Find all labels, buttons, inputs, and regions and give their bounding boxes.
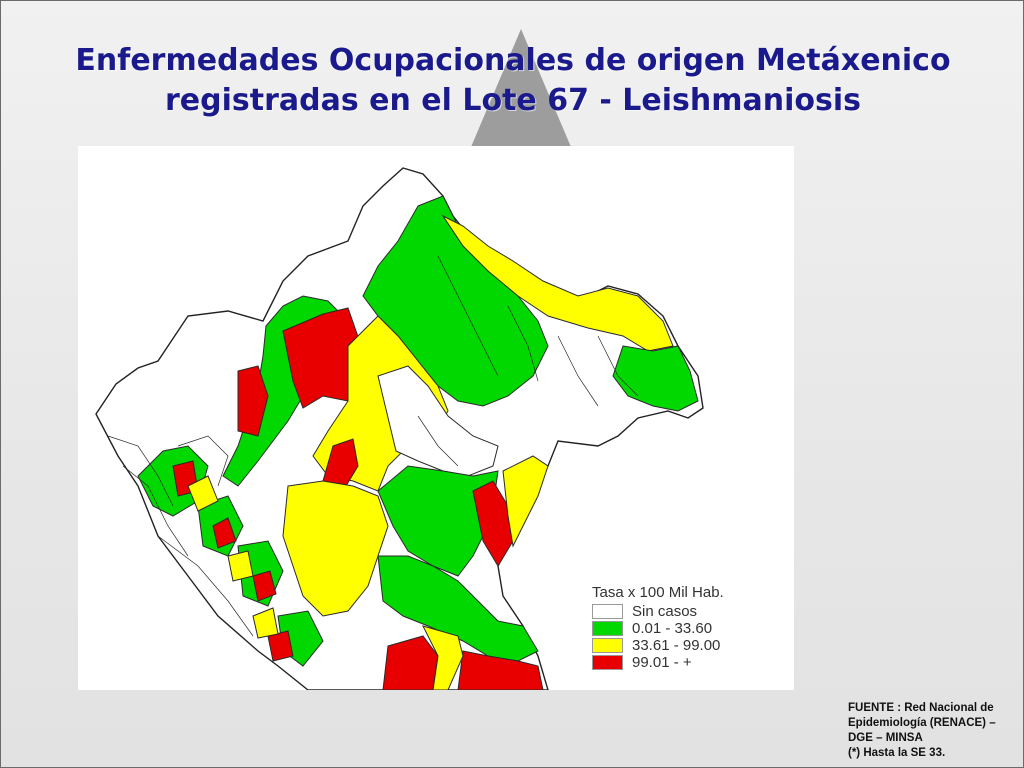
legend-title: Tasa x 100 Mil Hab. [592,584,724,601]
legend-item-sin-casos: Sin casos [592,603,762,620]
source-line-4: (*) Hasta la SE 33. [848,747,946,759]
region-yellow-coast-3 [252,607,279,639]
region-yellow-southwest [282,480,389,617]
legend-item-mid: 33.61 - 99.00 [592,637,762,654]
legend-label: 99.01 - + [632,654,692,671]
region-yellow-coast-1 [187,475,219,512]
region-white-central [377,365,499,477]
map-legend: Tasa x 100 Mil Hab. Sin casos 0.01 - 33.… [592,583,762,671]
slide-title: Enfermedades Ocupacionales de origen Met… [41,41,985,121]
region-yellow-coast-2 [227,550,254,582]
source-note: FUENTE : Red Nacional de Epidemiología (… [848,701,1023,761]
source-line-2: Epidemiología (RENACE) – [848,717,996,729]
legend-label: 33.61 - 99.00 [632,637,721,654]
region-yellow-north [441,214,674,352]
source-line-1: FUENTE : Red Nacional de [848,702,994,714]
legend-swatch-white [592,604,623,619]
choropleth-map: Tasa x 100 Mil Hab. Sin casos 0.01 - 33.… [78,146,794,690]
region-red-5 [457,650,544,690]
region-red-3 [237,365,269,437]
legend-label: Sin casos [632,603,698,620]
region-red-2 [322,438,359,492]
source-line-3: DGE – MINSA [848,732,923,744]
legend-label: 0.01 - 33.60 [632,620,713,637]
title-line-2: registradas en el Lote 67 - Leishmaniosi… [164,83,862,118]
legend-item-low: 0.01 - 33.60 [592,620,762,637]
region-yellow-east [502,455,549,548]
region-green-northeast [612,345,699,412]
region-yellow-south [422,625,464,690]
map-svg [95,167,704,690]
region-green-south [377,555,539,662]
legend-item-high: 99.01 - + [592,654,762,671]
region-red-coast-4 [267,630,294,662]
title-line-1: Enfermedades Ocupacionales de origen Met… [75,43,951,78]
legend-swatch-yellow [592,638,623,653]
region-red-coast-3 [252,570,277,602]
legend-swatch-green [592,621,623,636]
background-triangle-shape [471,29,571,147]
legend-swatch-red [592,655,623,670]
district-boundaries [107,255,639,637]
region-red-coast-2 [212,517,237,549]
